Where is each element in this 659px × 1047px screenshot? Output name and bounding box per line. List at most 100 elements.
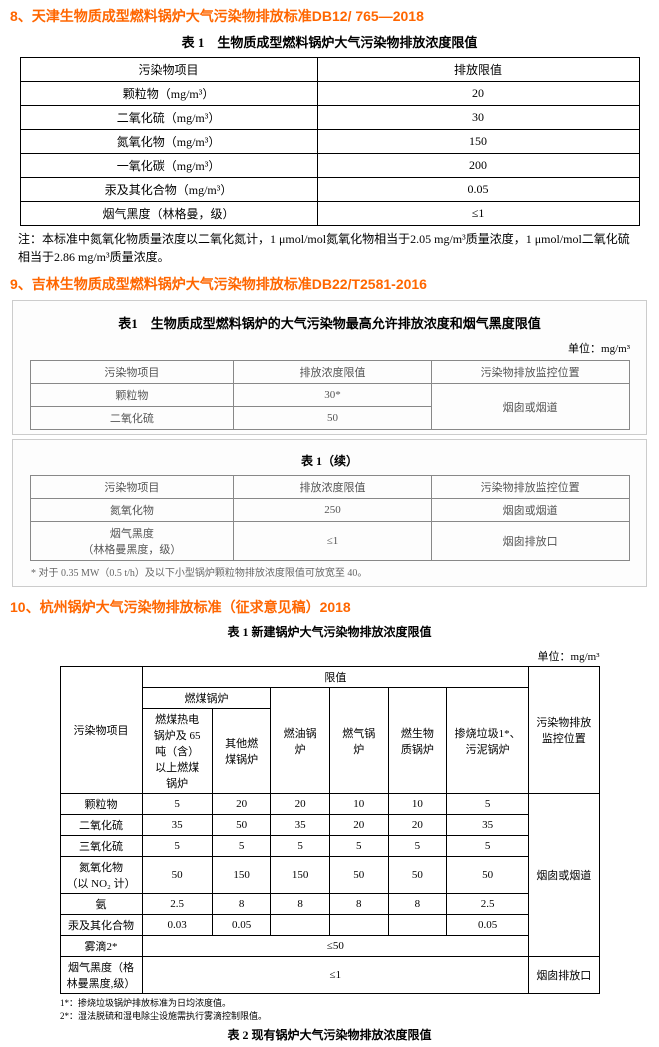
cell: 烟囱排放口 (431, 522, 629, 561)
cell: 20 (317, 82, 639, 106)
th-gas: 燃气锅 炉 (329, 688, 388, 794)
table-8: 污染物项目 排放限值 颗粒物（mg/m³）20 二氧化硫（mg/m³）30 氮氧… (20, 57, 640, 226)
cell-value: 35 (142, 815, 212, 836)
cell: 烟囱或烟道 (431, 499, 629, 522)
section-9-title: 9、吉林生物质成型燃料锅炉大气污染物排放标准DB22/T2581-2016 (0, 268, 659, 296)
table-9-cont-caption: 表 1（续） (21, 448, 638, 475)
cell: 烟气黑度（林格曼，级） (20, 202, 317, 226)
cell-value (271, 915, 330, 936)
cell-value: 50 (447, 857, 529, 894)
cell-pollutant: 雾滴2* (60, 936, 142, 957)
cell-loc: 烟囱或烟道 (529, 794, 599, 957)
cell-value: 35 (271, 815, 330, 836)
table-8-note: 注：本标准中氮氧化物质量浓度以二氧化氮计，1 μmol/mol氮氧化物相当于2.… (0, 226, 659, 268)
table-10-caption2: 表 2 现有锅炉大气污染物排放浓度限值 (0, 1022, 659, 1047)
cell-value: 5 (142, 794, 212, 815)
cell: 50 (234, 407, 432, 430)
cell-value: 50 (329, 857, 388, 894)
cell-value: 10 (388, 794, 447, 815)
th-limit-group: 限值 (142, 667, 529, 688)
th-pollutant: 污染物项目 (20, 58, 317, 82)
cell: ≤1 (317, 202, 639, 226)
cell-value: ≤1 (142, 957, 529, 994)
cell-value: 5 (142, 836, 212, 857)
section-8-title: 8、天津生物质成型燃料锅炉大气污染物排放标准DB12/ 765—2018 (0, 0, 659, 28)
cell-value (388, 915, 447, 936)
cell-pollutant: 颗粒物 (60, 794, 142, 815)
cell: 烟气黑度 （林格曼黑度，级） (30, 522, 234, 561)
th-monitor: 污染物排放监控位置 (529, 667, 599, 794)
th: 污染物项目 (30, 476, 234, 499)
cell-value: 8 (271, 894, 330, 915)
th-bio: 燃生物 质锅炉 (388, 688, 447, 794)
cell: 氮氧化物（mg/m³） (20, 130, 317, 154)
table-9-unit: 单位：mg/m³ (21, 338, 638, 360)
cell: 烟囱或烟道 (431, 384, 629, 430)
table-10-unit: 单位：mg/m³ (60, 648, 600, 664)
th: 污染物排放监控位置 (431, 361, 629, 384)
th: 排放浓度限值 (234, 476, 432, 499)
cell: 0.05 (317, 178, 639, 202)
table-10: 污染物项目 限值 污染物排放监控位置 燃煤锅炉 燃油锅 炉 燃气锅 炉 燃生物 … (60, 666, 600, 994)
cell-value: 5 (388, 836, 447, 857)
cell-value: 0.03 (142, 915, 212, 936)
cell: 150 (317, 130, 639, 154)
table-9b: 污染物项目 排放浓度限值 污染物排放监控位置 氮氧化物 250 烟囱或烟道 烟气… (30, 475, 630, 561)
th-pollutant: 污染物项目 (60, 667, 142, 794)
cell: 氮氧化物 (30, 499, 234, 522)
cell-value: 150 (212, 857, 271, 894)
cell: 颗粒物（mg/m³） (20, 82, 317, 106)
cell-value: 10 (329, 794, 388, 815)
table-10-caption: 表 1 新建锅炉大气污染物排放浓度限值 (0, 619, 659, 646)
cell-value: 0.05 (447, 915, 529, 936)
cell-value: 20 (212, 794, 271, 815)
th-coal1: 燃煤热电 锅炉及 65 吨（含） 以上燃煤 锅炉 (142, 709, 212, 794)
th-waste: 掺烧垃圾1*、 污泥锅炉 (447, 688, 529, 794)
cell-value: 50 (142, 857, 212, 894)
cell-pollutant: 汞及其化合物 (60, 915, 142, 936)
cell-value: 20 (271, 794, 330, 815)
cell: 200 (317, 154, 639, 178)
table-10-foot1: 1*：掺烧垃圾锅炉排放标准为日均浓度值。 (0, 996, 659, 1009)
table-8-caption: 表 1 生物质成型燃料锅炉大气污染物排放浓度限值 (0, 28, 659, 57)
table-9-box1: 表1 生物质成型燃料锅炉的大气污染物最高允许排放浓度和烟气黑度限值 单位：mg/… (12, 300, 647, 435)
th-coal2: 其他燃 煤锅炉 (212, 709, 271, 794)
table-9-footnote: * 对于 0.35 MW（0.5 t/h）及以下小型锅炉颗粒物排放浓度限值可放宽… (21, 561, 638, 582)
table-9a: 污染物项目 排放浓度限值 污染物排放监控位置 颗粒物 30* 烟囱或烟道 二氧化… (30, 360, 630, 430)
cell-value: 5 (271, 836, 330, 857)
cell-value: 2.5 (447, 894, 529, 915)
th: 排放浓度限值 (234, 361, 432, 384)
section-10-title: 10、杭州锅炉大气污染物排放标准（征求意见稿）2018 (0, 591, 659, 619)
cell-value: 20 (329, 815, 388, 836)
cell-value: 35 (447, 815, 529, 836)
th: 污染物项目 (30, 361, 234, 384)
cell: 汞及其化合物（mg/m³） (20, 178, 317, 202)
table-9-box2: 表 1（续） 污染物项目 排放浓度限值 污染物排放监控位置 氮氧化物 250 烟… (12, 439, 647, 587)
cell-value: 150 (271, 857, 330, 894)
cell: 一氧化碳（mg/m³） (20, 154, 317, 178)
cell: 250 (234, 499, 432, 522)
cell: 二氧化硫（mg/m³） (20, 106, 317, 130)
cell-value: 5 (212, 836, 271, 857)
th-oil: 燃油锅 炉 (271, 688, 330, 794)
cell-value: 50 (388, 857, 447, 894)
cell-value: 0.05 (212, 915, 271, 936)
cell-value: ≤50 (142, 936, 529, 957)
cell-pollutant: 三氧化硫 (60, 836, 142, 857)
cell: 30* (234, 384, 432, 407)
th: 污染物排放监控位置 (431, 476, 629, 499)
cell-value: 5 (447, 794, 529, 815)
cell-loc: 烟囱排放口 (529, 957, 599, 994)
cell-value: 5 (447, 836, 529, 857)
cell: 颗粒物 (30, 384, 234, 407)
th-limit: 排放限值 (317, 58, 639, 82)
cell-value: 8 (329, 894, 388, 915)
cell-pollutant: 氮氧化物 （以 NO₂ 计） (60, 857, 142, 894)
cell-value: 50 (212, 815, 271, 836)
cell-value (329, 915, 388, 936)
th-coal-group: 燃煤锅炉 (142, 688, 271, 709)
cell-value: 8 (212, 894, 271, 915)
table-9-caption: 表1 生物质成型燃料锅炉的大气污染物最高允许排放浓度和烟气黑度限值 (21, 309, 638, 338)
cell: 二氧化硫 (30, 407, 234, 430)
cell: 30 (317, 106, 639, 130)
